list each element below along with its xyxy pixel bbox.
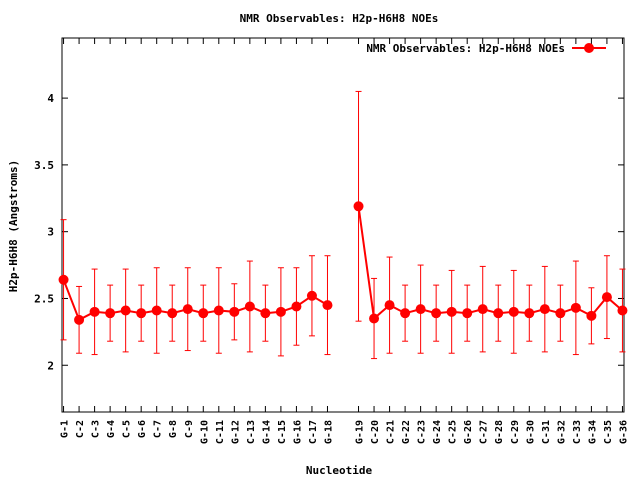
data-point	[120, 305, 131, 316]
data-point	[477, 304, 488, 315]
x-tick-label: G-10	[199, 420, 210, 444]
series-line	[62, 279, 329, 322]
x-tick-label: C-2	[75, 420, 86, 438]
x-tick-label: C-27	[479, 420, 490, 444]
chart-title: NMR Observables: H2p-H6H8 NOEs	[240, 12, 439, 25]
data-point	[74, 314, 85, 325]
data-point	[617, 305, 628, 316]
data-point	[555, 308, 566, 319]
y-tick-label: 2.5	[34, 292, 54, 305]
data-point	[244, 301, 255, 312]
x-tick-label: G-1	[60, 420, 71, 438]
x-tick-label: C-29	[510, 420, 521, 444]
data-point	[570, 302, 581, 313]
x-tick-label: C-11	[215, 420, 226, 444]
y-tick-label: 4	[47, 92, 54, 105]
y-tick-label: 3.5	[34, 159, 54, 172]
data-point	[182, 304, 193, 315]
data-point	[151, 305, 162, 316]
x-tick-label: C-13	[246, 420, 257, 444]
x-tick-label: C-33	[572, 420, 583, 444]
x-tick-label: C-25	[448, 420, 459, 444]
x-tick-label: G-26	[463, 420, 474, 444]
data-point	[369, 313, 380, 324]
x-tick-label: G-32	[556, 420, 567, 444]
series-layer	[58, 90, 628, 360]
series-line	[357, 206, 624, 321]
data-point	[586, 310, 597, 321]
x-tick-label: C-7	[153, 420, 164, 438]
data-point	[213, 305, 224, 316]
data-point	[539, 304, 550, 315]
legend: NMR Observables: H2p-H6H8 NOEs	[366, 42, 606, 55]
y-axis: 2 2.5 3 3.5 4	[34, 92, 624, 372]
y-tick-label: 2	[47, 359, 54, 372]
data-point	[260, 308, 271, 319]
x-tick-label: G-19	[355, 420, 366, 444]
data-point	[167, 308, 178, 319]
x-tick-label: C-20	[370, 420, 381, 444]
x-tick-label: C-5	[122, 420, 133, 438]
x-tick-label: C-21	[386, 420, 397, 444]
data-point	[446, 306, 457, 317]
data-point	[105, 308, 116, 319]
x-tick-label: G-6	[137, 420, 148, 438]
x-axis: G-1 C-2 C-3 G-4 C-5 G-6 C-7 G-8 C-9 G-10 C-11 G-12 C…	[60, 38, 629, 444]
data-point	[89, 306, 100, 317]
data-point	[136, 308, 147, 319]
data-point	[306, 290, 317, 301]
y-tick-label: 3	[47, 226, 54, 239]
data-point	[415, 304, 426, 315]
x-tick-label: C-17	[308, 420, 319, 444]
x-tick-label: G-30	[525, 420, 536, 444]
x-tick-label: G-18	[323, 420, 334, 444]
x-tick-label: G-16	[292, 420, 303, 444]
x-tick-label: G-4	[106, 420, 117, 438]
x-tick-label: G-28	[494, 420, 505, 444]
data-point	[198, 308, 209, 319]
data-point	[322, 300, 333, 311]
x-tick-label: G-36	[618, 420, 629, 444]
legend-label: NMR Observables: H2p-H6H8 NOEs	[366, 42, 565, 55]
data-point	[353, 201, 364, 212]
x-tick-label: C-9	[184, 420, 195, 438]
x-tick-label: C-35	[603, 420, 614, 444]
x-tick-label: C-23	[417, 420, 428, 444]
data-point	[58, 274, 69, 285]
x-axis-label: Nucleotide	[306, 464, 373, 477]
data-point	[431, 308, 442, 319]
plot-area	[61, 37, 625, 413]
data-point	[384, 300, 395, 311]
data-point	[275, 306, 286, 317]
x-tick-label: G-22	[401, 420, 412, 444]
x-tick-label: C-15	[277, 420, 288, 444]
data-point	[400, 308, 411, 319]
data-point	[291, 301, 302, 312]
plot-border	[61, 37, 625, 413]
data-point	[508, 306, 519, 317]
x-tick-label: G-8	[168, 420, 179, 438]
data-point	[601, 292, 612, 303]
data-point	[524, 308, 535, 319]
data-point	[229, 306, 240, 317]
data-point	[493, 308, 504, 319]
legend-marker	[584, 43, 594, 53]
x-tick-label: C-31	[541, 420, 552, 444]
data-point	[462, 308, 473, 319]
x-tick-label: G-34	[587, 420, 598, 444]
x-tick-label: C-3	[91, 420, 102, 438]
x-tick-label: G-24	[432, 420, 443, 444]
y-axis-label: H2p-H6H8 (Angstroms)	[7, 160, 20, 292]
x-tick-label: G-12	[230, 420, 241, 444]
x-tick-label: G-14	[261, 420, 272, 444]
